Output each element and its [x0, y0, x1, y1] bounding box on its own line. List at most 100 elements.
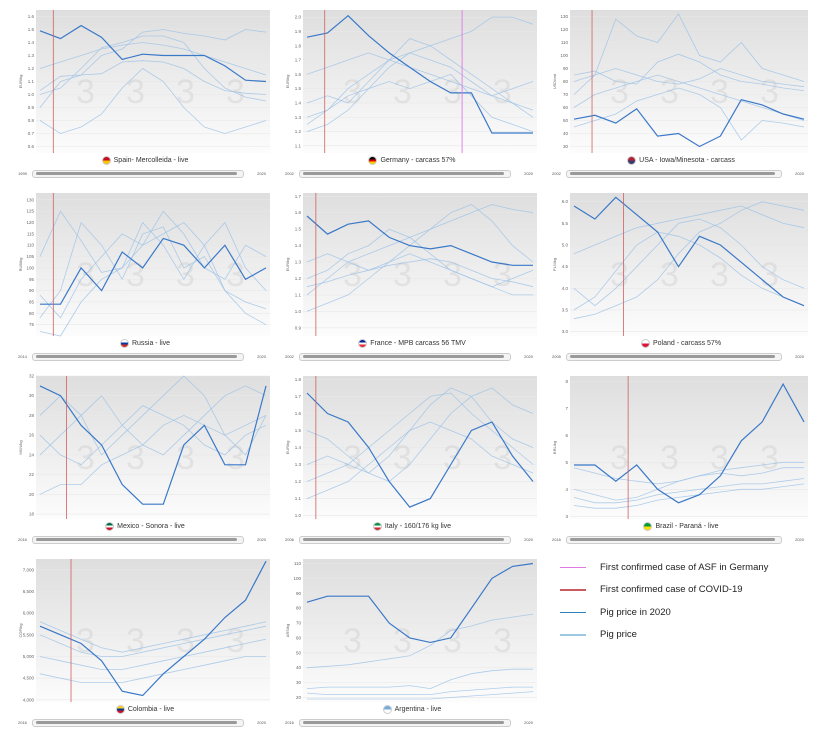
range-scrollbar[interactable] [32, 536, 244, 544]
legend-item: First confirmed case of ASF in Germany [560, 556, 768, 579]
chart-panel: 0.6 0.7 0.8 0.9 1.0 1.1 1.2 1.3 1.4 1.5 1.6 EUR/kg 3… [16, 8, 274, 182]
series-line-pig-price [39, 375, 267, 456]
y-tick-label: 0.6 [28, 144, 35, 149]
y-tick-label: 50 [563, 118, 569, 123]
range-scrollbar[interactable] [566, 353, 782, 361]
y-axis-label: EUR/kg [285, 441, 290, 455]
y-tick-label: 100 [293, 576, 301, 581]
range-scrollbar-thumb[interactable] [303, 355, 504, 358]
range-scrollbar-thumb[interactable] [570, 538, 775, 541]
y-tick-label: 1.3 [295, 260, 302, 265]
watermark: 3 [443, 439, 462, 477]
chart-title-text: USA - Iowa/Minesota - carcass [639, 157, 735, 164]
y-tick-label: 1.1 [295, 143, 302, 148]
range-start-year: 2005 [552, 354, 561, 359]
y-tick-label: 3.0 [562, 329, 569, 334]
range-end-year: 2020 [795, 354, 804, 359]
y-tick-label: 130 [560, 14, 568, 19]
y-tick-label: 1.1 [295, 292, 302, 297]
y-tick-label: 1.0 [295, 513, 302, 518]
watermark: 3 [493, 622, 512, 660]
range-scrollbar-thumb[interactable] [303, 721, 504, 724]
y-tick-label: 110 [561, 40, 569, 45]
y-tick-label: 40 [296, 665, 302, 670]
range-scrollbar[interactable] [299, 353, 511, 361]
y-tick-label: 30 [563, 144, 569, 149]
plot-area [570, 376, 808, 519]
y-tick-label: 26 [29, 433, 35, 438]
y-tick-label: 1.6 [295, 210, 302, 215]
chart-panel: 75 80 85 90 95 100 105 110 115 120 125 130 RUB/kg 3 3 3… [16, 191, 274, 365]
watermark: 3 [76, 73, 95, 111]
range-start-year: 2016 [18, 720, 27, 725]
y-tick-label: 5.5 [562, 221, 569, 226]
y-tick-label: 80 [563, 79, 569, 84]
range-scrollbar[interactable] [299, 170, 511, 178]
chart-title: Colombia - live [16, 705, 274, 714]
range-scrollbar[interactable] [566, 170, 782, 178]
series-line-pig-price [39, 67, 267, 134]
y-tick-label: 75 [29, 322, 35, 327]
y-tick-label: 1.0 [28, 92, 35, 97]
watermark: 3 [610, 256, 629, 294]
range-scrollbar[interactable] [32, 170, 244, 178]
chart-panel: 1.0 1.1 1.2 1.3 1.4 1.5 1.6 1.7 1.8 EUR/kg 3 3 3 3 Ita… [283, 374, 541, 548]
chart-panel: 30 40 50 60 70 80 90 100 110 120 130 USD/cwt 3 3 3 3 USA… [550, 8, 812, 182]
series-line-pig-price [39, 385, 267, 456]
range-end-year: 2020 [257, 720, 266, 725]
y-tick-label: 1.4 [295, 100, 302, 105]
range-scrollbar-thumb[interactable] [36, 538, 237, 541]
y-tick-label: 22 [29, 472, 35, 477]
range-scrollbar-thumb[interactable] [303, 538, 504, 541]
watermark: 3 [343, 439, 362, 477]
range-end-year: 2020 [524, 171, 533, 176]
range-start-year: 2006 [285, 537, 294, 542]
y-tick-label: 4,500 [23, 676, 35, 681]
chart-title: Mexico - Sonora - live [16, 522, 274, 531]
y-tick-label: 1.6 [28, 14, 35, 19]
y-tick-label: 90 [563, 66, 569, 71]
flag-icon [382, 705, 392, 714]
watermark: 3 [710, 73, 729, 111]
chart-title: USA - Iowa/Minesota - carcass [550, 156, 812, 165]
chart-panel: 4,000 4,500 5,000 5,500 6,000 6,500 7,000 COP/k… [16, 557, 274, 731]
chart-panel: 18 20 22 24 26 28 30 32 MXN/kg 3 3 3 3 Mexico - Sonor… [16, 374, 274, 548]
chart-title-text: Colombia - live [127, 706, 175, 713]
legend-label: Pig price [600, 629, 637, 641]
legend-item: Pig price [560, 624, 768, 647]
chart-title-text: Poland - carcass 57% [652, 340, 722, 347]
legend-label: First confirmed case of ASF in Germany [600, 561, 769, 573]
range-end-year: 2020 [257, 537, 266, 542]
y-tick-label: 6,500 [23, 589, 35, 594]
series-line-2020 [306, 14, 533, 134]
y-tick-label: 115 [27, 231, 35, 236]
y-tick-label: 85 [29, 299, 35, 304]
range-scrollbar-thumb[interactable] [570, 355, 775, 358]
y-axis-label: ARS/kg [285, 624, 290, 638]
range-scrollbar-thumb[interactable] [36, 355, 237, 358]
y-tick-label: 1.9 [295, 29, 302, 34]
range-scrollbar-thumb[interactable] [570, 172, 775, 175]
watermark: 3 [393, 439, 412, 477]
range-scrollbar[interactable] [299, 536, 511, 544]
range-scrollbar-thumb[interactable] [36, 172, 237, 175]
range-start-year: 2016 [18, 537, 27, 542]
series-line-pig-price [306, 387, 534, 482]
flag-icon [627, 156, 637, 165]
series-line-pig-price [573, 478, 805, 504]
watermark: 3 [126, 73, 145, 111]
flag-icon [640, 339, 650, 348]
watermark: 3 [126, 439, 145, 477]
range-scrollbar[interactable] [32, 353, 244, 361]
y-tick-label: 80 [296, 606, 302, 611]
legend-item: Pig price in 2020 [560, 601, 768, 624]
range-scrollbar-thumb[interactable] [36, 721, 237, 724]
y-tick-label: 28 [29, 413, 35, 418]
range-scrollbar[interactable] [566, 536, 782, 544]
series-line-2020 [573, 99, 805, 148]
range-scrollbar-thumb[interactable] [303, 172, 504, 175]
series-line-pig-price [306, 392, 534, 482]
watermark: 3 [176, 73, 195, 111]
plot-area [36, 376, 270, 519]
